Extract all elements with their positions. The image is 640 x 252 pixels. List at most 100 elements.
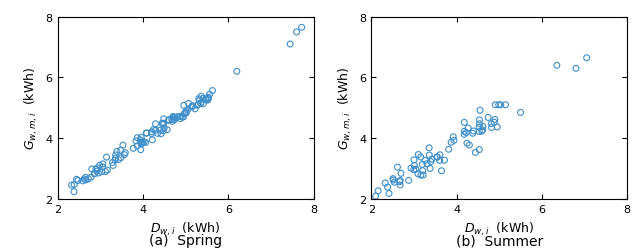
Text: (a)  Spring: (a) Spring (149, 234, 222, 247)
Point (90, 172, 100, 176)
X-axis label: $D_{w,i}$  (kWh): $D_{w,i}$ (kWh) (150, 219, 221, 237)
Point (424, 153, 435, 158)
Point (72, 178, 82, 182)
Point (425, 167, 435, 171)
Point (182, 109, 193, 113)
Point (204, 93, 214, 97)
Point (552, 64, 562, 68)
Point (190, 107, 200, 111)
Point (147, 132, 157, 136)
Point (168, 120, 178, 124)
Point (93, 171, 104, 175)
Point (155, 129, 165, 133)
Point (571, 67, 581, 71)
Point (383, 185, 393, 190)
Point (77, 179, 88, 183)
Point (195, 102, 205, 106)
Point (483, 116, 493, 120)
Point (113, 158, 124, 162)
Point (89, 172, 99, 176)
Point (136, 142, 147, 146)
Point (97, 165, 108, 169)
Point (459, 121, 469, 125)
Point (203, 98, 213, 102)
Point (409, 168, 419, 172)
Point (132, 136, 143, 140)
Point (91, 167, 101, 171)
Point (411, 168, 421, 172)
Point (128, 147, 138, 151)
Point (203, 96, 213, 100)
Point (164, 119, 174, 123)
Point (515, 111, 525, 115)
Point (426, 160, 436, 164)
Point (435, 153, 445, 157)
Point (177, 116, 188, 120)
Point (188, 105, 198, 109)
Point (195, 99, 205, 103)
Point (111, 153, 121, 157)
Point (459, 130, 469, 134)
Point (420, 159, 430, 163)
Point (418, 173, 428, 177)
Point (417, 169, 428, 173)
Point (168, 116, 179, 120)
Point (164, 118, 174, 122)
Point (395, 183, 405, 187)
Point (439, 159, 449, 163)
Point (470, 151, 481, 155)
Point (159, 127, 170, 131)
Point (137, 141, 147, 145)
Point (97, 170, 107, 174)
Point (100, 170, 111, 174)
Point (432, 155, 442, 159)
Point (152, 132, 163, 136)
Point (388, 178, 399, 182)
Point (395, 180, 405, 184)
Point (232, 70, 242, 74)
Point (462, 142, 472, 146)
Point (474, 126, 484, 130)
Point (135, 138, 145, 142)
Point (98, 162, 108, 166)
Point (409, 158, 419, 162)
Point (83, 177, 93, 181)
Point (162, 128, 172, 132)
Point (432, 155, 442, 160)
Point (291, 31, 301, 35)
Point (435, 159, 445, 163)
Point (490, 118, 500, 122)
Point (159, 117, 169, 121)
Point (131, 139, 141, 143)
Point (170, 116, 180, 120)
Point (180, 111, 190, 115)
Point (101, 155, 111, 160)
Point (194, 97, 204, 101)
Point (87, 167, 97, 171)
Point (388, 177, 398, 181)
Point (196, 95, 206, 99)
Point (492, 125, 502, 130)
Point (136, 148, 146, 152)
Point (175, 117, 186, 121)
Point (108, 164, 118, 168)
Point (157, 122, 167, 126)
Point (116, 156, 126, 160)
Point (477, 129, 488, 133)
Point (296, 26, 307, 30)
Point (79, 177, 89, 181)
Point (495, 103, 506, 107)
Point (493, 103, 504, 107)
Point (436, 169, 447, 173)
Point (380, 181, 390, 185)
Point (184, 102, 194, 106)
Point (468, 132, 478, 136)
Point (406, 167, 416, 171)
Point (150, 129, 161, 133)
Point (138, 140, 148, 144)
Point (192, 104, 202, 108)
Point (582, 56, 592, 60)
Point (179, 104, 189, 108)
Point (166, 118, 177, 122)
Point (158, 123, 168, 127)
